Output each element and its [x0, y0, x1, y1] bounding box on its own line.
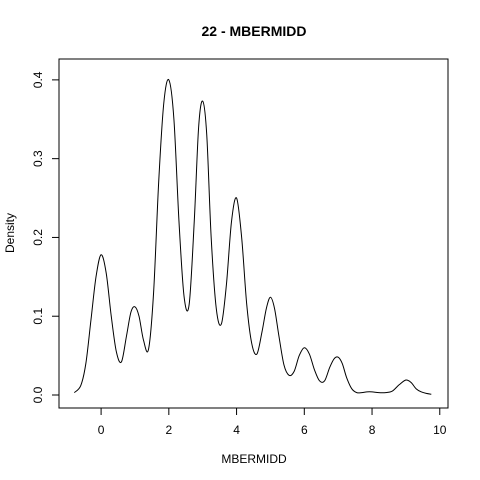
y-tick-label: 0.0: [31, 386, 45, 403]
density-curve-group: [73, 78, 432, 395]
x-axis: 0 2 4 6 8 10: [98, 407, 447, 437]
density-curve-line: [73, 78, 432, 395]
y-tick-label: 0.4: [31, 71, 45, 88]
y-tick-label: 0.1: [31, 308, 45, 325]
x-tick-label: 8: [369, 423, 376, 437]
chart-title: 22 - MBERMIDD: [201, 23, 306, 39]
x-tick-label: 6: [301, 423, 308, 437]
x-tick-label: 10: [433, 423, 447, 437]
x-tick-label: 2: [165, 423, 172, 437]
x-tick-label: 0: [98, 423, 105, 437]
y-axis: 0.0 0.1 0.2 0.3 0.4: [31, 71, 60, 403]
x-tick-label: 4: [233, 423, 240, 437]
y-axis-label: Density: [3, 213, 17, 253]
y-tick-label: 0.2: [31, 229, 45, 246]
y-tick-label: 0.3: [31, 150, 45, 167]
x-axis-label: MBERMIDD: [221, 452, 287, 466]
